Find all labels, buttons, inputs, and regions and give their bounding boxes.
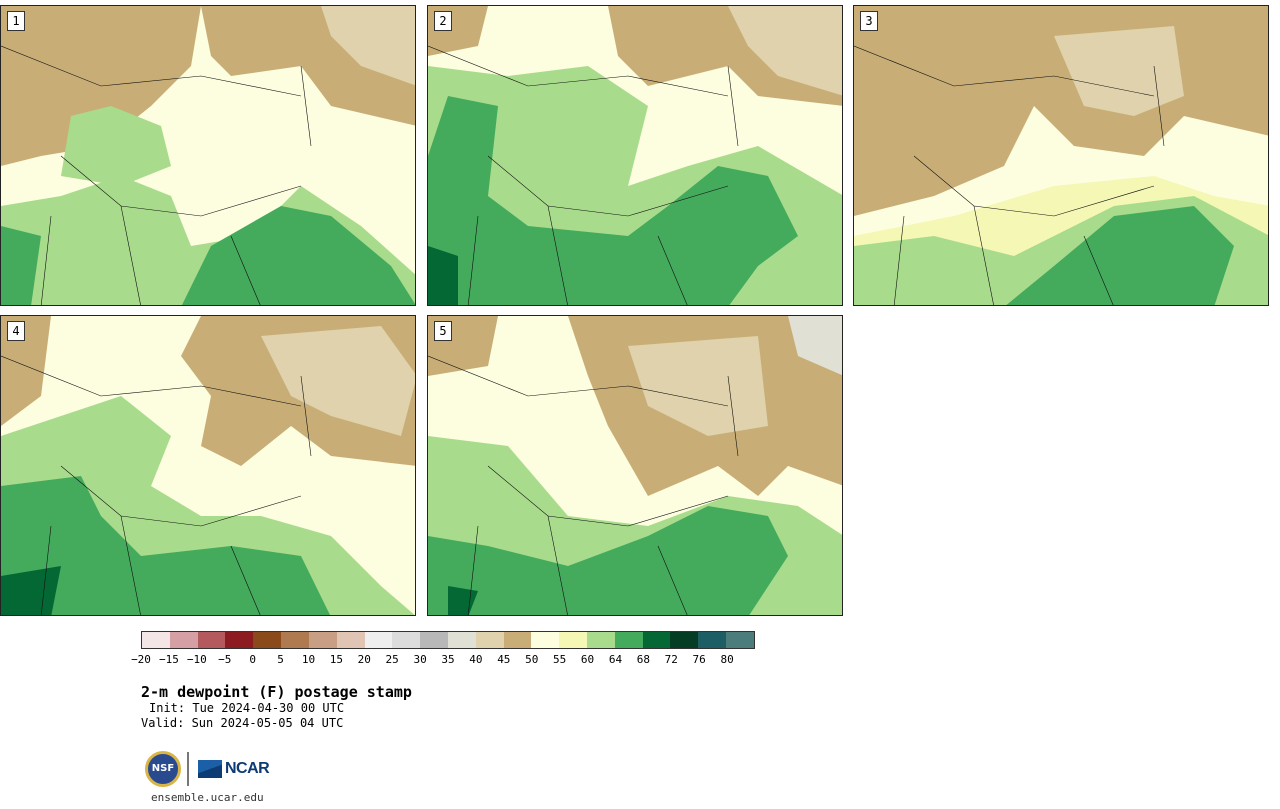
colorbar-swatch xyxy=(336,632,365,648)
ncar-wordmark: NCAR xyxy=(225,760,270,777)
colorbar-swatch xyxy=(698,632,727,648)
colorbar-tick-label: 5 xyxy=(277,653,284,666)
colorbar-swatch xyxy=(503,632,532,648)
colorbar-swatch xyxy=(142,632,170,648)
panel-label: 1 xyxy=(7,11,25,31)
colorbar-tick-label: 15 xyxy=(329,653,343,666)
colorbar-tick-label: −5 xyxy=(218,653,232,666)
valid-time: Valid: Sun 2024-05-05 04 UTC xyxy=(141,716,344,730)
member-panel-2: 2 xyxy=(427,5,843,306)
dewpoint-map xyxy=(428,6,842,305)
dewpoint-map xyxy=(1,316,415,615)
colorbar-swatch xyxy=(614,632,643,648)
colorbar-swatch xyxy=(559,632,587,648)
member-panel-4: 4 xyxy=(0,315,416,616)
colorbar-swatch xyxy=(531,632,560,648)
panel-label: 2 xyxy=(434,11,452,31)
panel-label: 4 xyxy=(7,321,25,341)
colorbar-tick-label: −20 xyxy=(131,653,151,666)
colorbar-swatch xyxy=(308,632,337,648)
colorbar-tick-label: 0 xyxy=(249,653,256,666)
colorbar-swatch xyxy=(392,632,421,648)
colorbar-swatch xyxy=(642,632,671,648)
colorbar-tick-label: 50 xyxy=(525,653,539,666)
colorbar-tick-label: 76 xyxy=(692,653,706,666)
colorbar-tick-label: 40 xyxy=(469,653,483,666)
dewpoint-map xyxy=(428,316,842,615)
colorbar-swatch xyxy=(253,632,282,648)
colorbar-tick-label: 35 xyxy=(441,653,455,666)
colorbar-tick-label: 80 xyxy=(720,653,734,666)
colorbar-swatch xyxy=(447,632,476,648)
product-title: 2-m dewpoint (F) postage stamp xyxy=(141,683,412,701)
colorbar-tick-label: 10 xyxy=(301,653,316,666)
dewpoint-map xyxy=(854,6,1268,305)
colorbar-swatch xyxy=(364,632,393,648)
colorbar-swatch xyxy=(587,632,615,648)
logo-divider xyxy=(187,752,189,786)
init-time: Init: Tue 2024-04-30 00 UTC xyxy=(149,701,345,715)
colorbar-tick-label: 25 xyxy=(385,653,399,666)
member-panel-1: 1 xyxy=(0,5,416,306)
colorbar-swatch xyxy=(197,632,226,648)
colorbar-tick-label: 20 xyxy=(357,653,371,666)
colorbar-tick-label: 64 xyxy=(608,653,623,666)
ncar-logo: NCAR xyxy=(198,758,270,780)
colorbar-swatch xyxy=(726,632,754,648)
colorbar-swatch xyxy=(475,632,504,648)
colorbar-swatch xyxy=(420,632,448,648)
colorbar-tick-label: 30 xyxy=(413,653,427,666)
member-panel-5: 5 xyxy=(427,315,843,616)
colorbar-tick-label: 55 xyxy=(553,653,567,666)
colorbar-tick-label: 45 xyxy=(497,653,511,666)
member-panel-3: 3 xyxy=(853,5,1269,306)
colorbar-tick-label: 60 xyxy=(580,653,595,666)
colorbar xyxy=(141,631,755,649)
colorbar-swatch xyxy=(281,632,309,648)
colorbar-tick-label: 68 xyxy=(636,653,650,666)
colorbar-tick-label: −15 xyxy=(158,653,179,666)
site-url: ensemble.ucar.edu xyxy=(151,791,264,804)
nsf-logo: NSF xyxy=(145,751,181,787)
colorbar-tick-label: 72 xyxy=(664,653,678,666)
colorbar-swatch xyxy=(169,632,198,648)
colorbar-tick-label: −10 xyxy=(186,653,207,666)
colorbar-swatch xyxy=(670,632,699,648)
panel-label: 5 xyxy=(434,321,452,341)
colorbar-swatch xyxy=(225,632,254,648)
colorbar-ticks: −20 −15 −10 −5 0 5 10 15 20 25 30 35 40 45 50 55 60 64 68 7… xyxy=(131,653,755,667)
ncar-mark-icon xyxy=(198,760,222,778)
panel-label: 3 xyxy=(860,11,878,31)
dewpoint-map xyxy=(1,6,415,305)
